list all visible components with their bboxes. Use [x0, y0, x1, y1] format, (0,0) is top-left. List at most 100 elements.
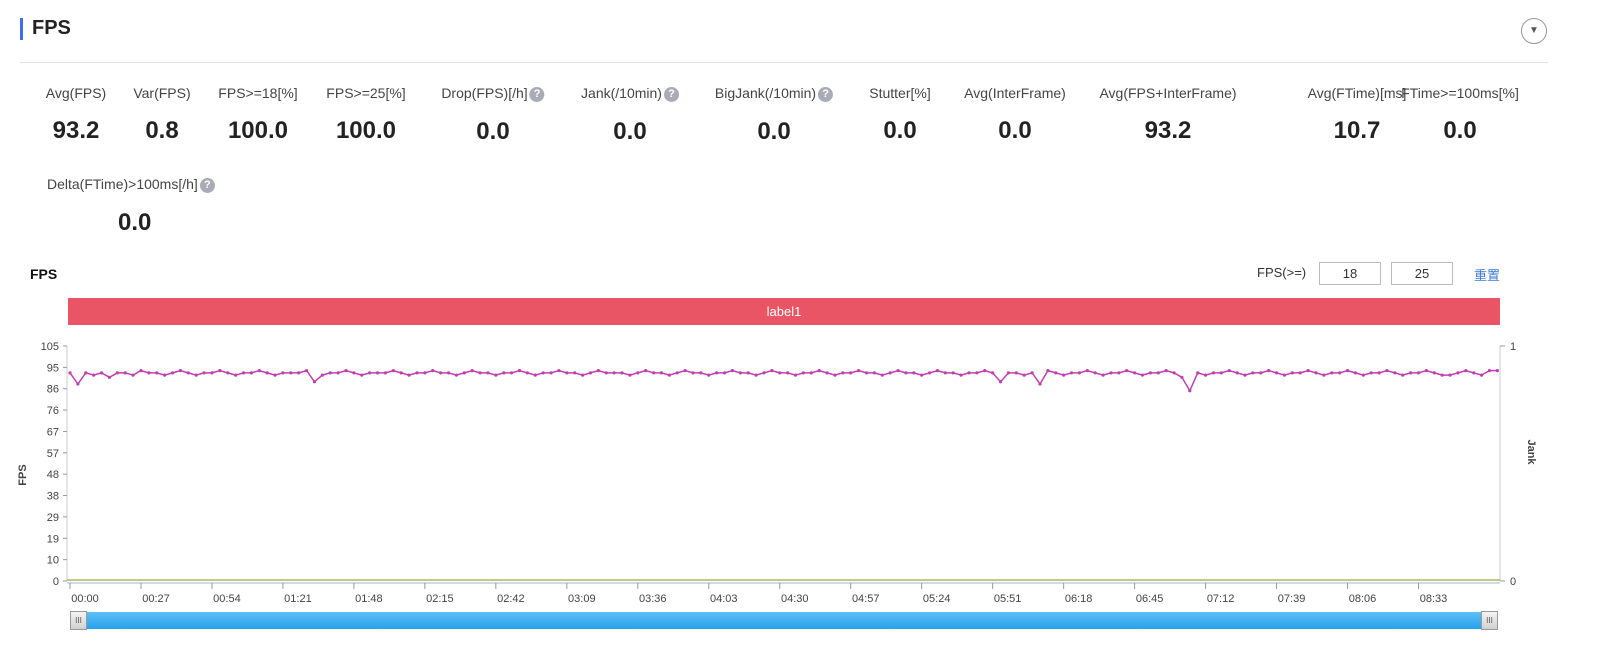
fps-data-point: [833, 373, 837, 377]
fps-data-point: [549, 371, 553, 375]
fps-data-point: [541, 371, 545, 375]
metric-label: Jank(/10min)?: [581, 85, 679, 102]
fps-data-point: [1030, 371, 1034, 375]
title-accent-bar: [20, 18, 23, 40]
fps-data-point: [786, 371, 790, 375]
fps-data-point: [281, 371, 285, 375]
fps-data-point: [517, 369, 522, 373]
x-tick-label: 07:39: [1278, 593, 1306, 605]
metric-value: 0.0: [476, 118, 510, 145]
x-tick-label: 02:42: [497, 593, 525, 605]
metric-value: 0.0: [613, 118, 647, 145]
fps-data-point: [912, 371, 916, 375]
fps-data-point: [1148, 371, 1152, 375]
zoom-scrollbar[interactable]: [70, 612, 1498, 629]
fps-data-point: [943, 371, 947, 375]
fps-data-point: [510, 371, 514, 375]
scrollbar-left-handle[interactable]: III: [70, 611, 87, 630]
section-title: FPS: [32, 17, 71, 39]
x-tick-label: 04:30: [781, 593, 809, 605]
fps-data-point: [1306, 369, 1310, 373]
y2-axis-title: Jank: [1525, 439, 1537, 465]
fps-data-point: [746, 371, 750, 375]
metric-value: 0.8: [145, 117, 179, 144]
fps-data-point: [825, 371, 829, 375]
fps-data-point: [344, 369, 348, 373]
fps-data-point: [604, 371, 608, 375]
threshold-18-input[interactable]: [1319, 262, 1381, 285]
metric-label-text: FPS>=25[%]: [326, 85, 406, 101]
fps-data-point: [1022, 373, 1026, 377]
fps-data-point: [178, 369, 183, 373]
fps-data-point: [1369, 371, 1373, 375]
reset-link[interactable]: 重置: [1474, 268, 1501, 283]
x-tick-label: 03:09: [568, 593, 596, 605]
fps-data-point: [502, 371, 506, 375]
fps-data-point: [1479, 373, 1484, 377]
help-icon[interactable]: ?: [199, 178, 215, 193]
x-tick-label: 01:48: [355, 593, 383, 605]
fps-data-point: [1188, 389, 1192, 393]
y-tick-label: 0: [53, 576, 59, 588]
metric-label-text: Var(FPS): [133, 85, 191, 101]
fps-data-point: [210, 371, 214, 375]
fps-data-point: [494, 373, 498, 377]
x-tick-label: 05:51: [994, 593, 1022, 605]
fps-data-point: [202, 371, 206, 375]
fps-data-point: [391, 369, 395, 373]
metric-label: BigJank(/10min)?: [715, 85, 834, 102]
fps-data-point: [707, 373, 711, 377]
metric-label-text: FPS>=18[%]: [218, 85, 298, 101]
fps-data-point: [1203, 373, 1208, 377]
metric-label-text: Avg(FPS): [45, 85, 107, 101]
fps-data-point: [107, 375, 112, 379]
fps-data-point: [778, 371, 782, 375]
y-tick-label: 10: [47, 555, 59, 567]
fps-data-point: [383, 371, 388, 375]
scrollbar-right-handle[interactable]: III: [1481, 611, 1498, 630]
fps-data-point: [446, 371, 451, 375]
y2-tick-label: 0: [1510, 576, 1516, 588]
chevron-down-icon: ▼: [1529, 25, 1539, 36]
fps-data-point: [297, 371, 301, 375]
help-icon[interactable]: ?: [663, 87, 679, 102]
help-icon[interactable]: ?: [529, 87, 545, 102]
fps-data-point: [1259, 371, 1263, 375]
help-icon[interactable]: ?: [818, 87, 834, 102]
y2-tick-label: 1: [1510, 341, 1516, 353]
fps-data-point: [1133, 371, 1137, 375]
fps-data-point: [1038, 382, 1042, 386]
fps-data-point: [163, 373, 167, 377]
fps-data-point: [809, 371, 813, 375]
collapse-button[interactable]: ▼: [1521, 18, 1547, 44]
fps-data-point: [1227, 369, 1231, 373]
fps-data-point: [1487, 369, 1492, 373]
y-tick-label: 48: [47, 469, 59, 481]
x-tick-label: 08:33: [1420, 593, 1448, 605]
fps-data-point: [415, 371, 419, 375]
fps-data-point: [1464, 369, 1468, 373]
x-tick-label: 00:54: [213, 593, 241, 605]
fps-data-point: [470, 369, 474, 373]
fps-data-point: [1314, 371, 1318, 375]
threshold-25-input[interactable]: [1391, 262, 1453, 285]
metric-label: FPS>=25[%]: [326, 85, 405, 101]
fps-data-point: [975, 371, 979, 375]
x-tick-label: 04:03: [710, 593, 738, 605]
fps-data-point: [194, 373, 198, 377]
x-tick-label: 07:12: [1207, 593, 1235, 605]
fps-data-point: [1322, 373, 1326, 377]
fps-data-point: [817, 369, 821, 373]
fps-data-point: [312, 380, 317, 384]
fps-data-point: [241, 371, 246, 375]
fps-data-point: [920, 373, 924, 377]
fps-data-point: [1125, 369, 1129, 373]
divider: [20, 62, 1548, 63]
metric-value: 0.0: [1443, 117, 1477, 144]
fps-data-point: [722, 371, 727, 375]
fps-data-point: [849, 371, 853, 375]
fps-data-point: [1409, 371, 1413, 375]
fps-data-point: [927, 371, 932, 375]
